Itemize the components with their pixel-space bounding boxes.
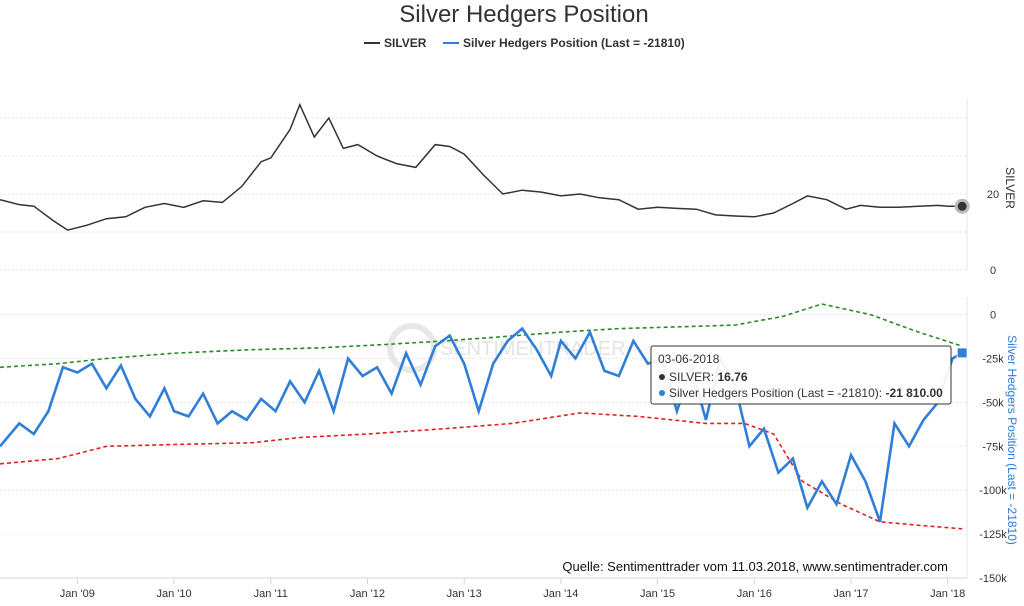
- tooltip: 03-06-2018 SILVER: 16.76 Silver Hedgers …: [650, 345, 952, 405]
- x-tick-label: Jan '10: [156, 588, 191, 600]
- tooltip-silver-row: SILVER: 16.76: [669, 370, 748, 384]
- silver-y-tick: 0: [990, 265, 996, 277]
- tooltip-box: [650, 345, 952, 405]
- hedgers-y-tick: -100k: [979, 485, 1007, 497]
- x-tick-label: Jan '16: [737, 588, 772, 600]
- tooltip-silver-label: SILVER:: [669, 370, 717, 384]
- x-tick-label: Jan '13: [447, 588, 482, 600]
- hedgers-y-tick: -125k: [979, 529, 1007, 541]
- legend[interactable]: SILVER Silver Hedgers Position (Last = -…: [364, 36, 685, 50]
- silver-last-point-marker[interactable]: [954, 198, 970, 214]
- hedgers-y-tick: 0: [990, 310, 996, 322]
- hedgers-axis-title: Silver Hedgers Position (Last = -21810): [1005, 335, 1019, 545]
- tooltip-hedgers-dot-icon: [659, 390, 665, 396]
- silver-series-line[interactable]: [0, 102, 963, 231]
- x-axis: Jan '09 Jan '10 Jan '11 Jan '12 Jan '13 Jan '…: [0, 577, 967, 600]
- hedgers-y-tick: -25k: [982, 353, 1004, 365]
- hedgers-panel: 0 -25k -50k -75k -100k -125k -150k Silver Hedg…: [0, 297, 1019, 585]
- watermark-text: SENTIMENTRADER: [440, 338, 626, 360]
- hedgers-series-line[interactable]: [0, 326, 963, 523]
- silver-axis-title: SILVER: [1003, 167, 1017, 209]
- x-tick-label: Jan '14: [543, 588, 578, 600]
- x-tick-label: Jan '11: [254, 588, 288, 600]
- x-tick-label: Jan '15: [640, 588, 675, 600]
- legend-hedgers-label[interactable]: Silver Hedgers Position (Last = -21810): [463, 36, 685, 50]
- chart-title: Silver Hedgers Position: [399, 1, 648, 28]
- hedgers-last-point-marker[interactable]: [956, 347, 968, 359]
- legend-silver-label[interactable]: SILVER: [384, 36, 427, 50]
- x-tick-label: Jan '09: [60, 588, 95, 600]
- hedgers-y-tick: -50k: [982, 397, 1004, 409]
- tooltip-silver-value: 16.76: [717, 370, 747, 384]
- lower-band-line[interactable]: [0, 412, 963, 530]
- hedgers-y-tick: -75k: [982, 441, 1004, 453]
- hedgers-y-tick: -150k: [979, 573, 1007, 585]
- tooltip-hedgers-label: Silver Hedgers Position (Last = -21810):: [669, 386, 885, 400]
- tooltip-hedgers-row: Silver Hedgers Position (Last = -21810):…: [669, 386, 943, 400]
- x-tick-label: Jan '12: [350, 588, 385, 600]
- tooltip-silver-dot-icon: [659, 374, 665, 380]
- silver-panel: 0 20 SILVER: [0, 99, 1017, 277]
- tooltip-date: 03-06-2018: [658, 352, 720, 366]
- silver-y-tick: 20: [987, 189, 999, 201]
- x-tick-label: Jan '18: [930, 588, 965, 600]
- tooltip-hedgers-value: -21 810.00: [885, 386, 943, 400]
- source-note: Quelle: Sentimenttrader vom 11.03.2018, …: [562, 559, 948, 574]
- x-tick-label: Jan '17: [833, 588, 868, 600]
